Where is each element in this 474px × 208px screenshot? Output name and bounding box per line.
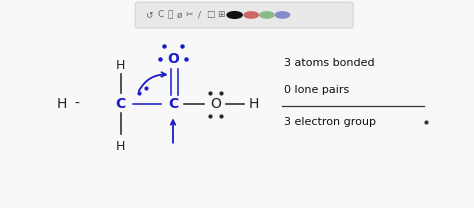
Text: ø: ø	[176, 10, 182, 20]
Text: H: H	[56, 97, 67, 111]
FancyBboxPatch shape	[135, 2, 353, 28]
Text: O: O	[167, 52, 179, 66]
Text: ⌖: ⌖	[167, 10, 173, 20]
Text: 3 atoms bonded: 3 atoms bonded	[284, 58, 375, 68]
Text: ⊞: ⊞	[217, 10, 224, 20]
Circle shape	[244, 12, 258, 18]
Text: C: C	[157, 10, 164, 20]
Text: □: □	[206, 10, 214, 20]
Circle shape	[275, 12, 290, 18]
Text: H: H	[116, 140, 126, 153]
Text: H: H	[116, 59, 126, 72]
Text: O: O	[210, 97, 221, 111]
Circle shape	[227, 12, 242, 18]
Text: 0 lone pairs: 0 lone pairs	[284, 85, 350, 95]
Text: ✂: ✂	[186, 10, 193, 20]
Text: H: H	[248, 97, 259, 111]
Circle shape	[260, 12, 274, 18]
Text: 3 electron group: 3 electron group	[284, 117, 376, 127]
Text: C: C	[116, 97, 126, 111]
Text: -: -	[75, 97, 80, 111]
Text: /: /	[198, 10, 201, 20]
Text: C: C	[168, 97, 178, 111]
Text: ↺: ↺	[146, 10, 153, 20]
